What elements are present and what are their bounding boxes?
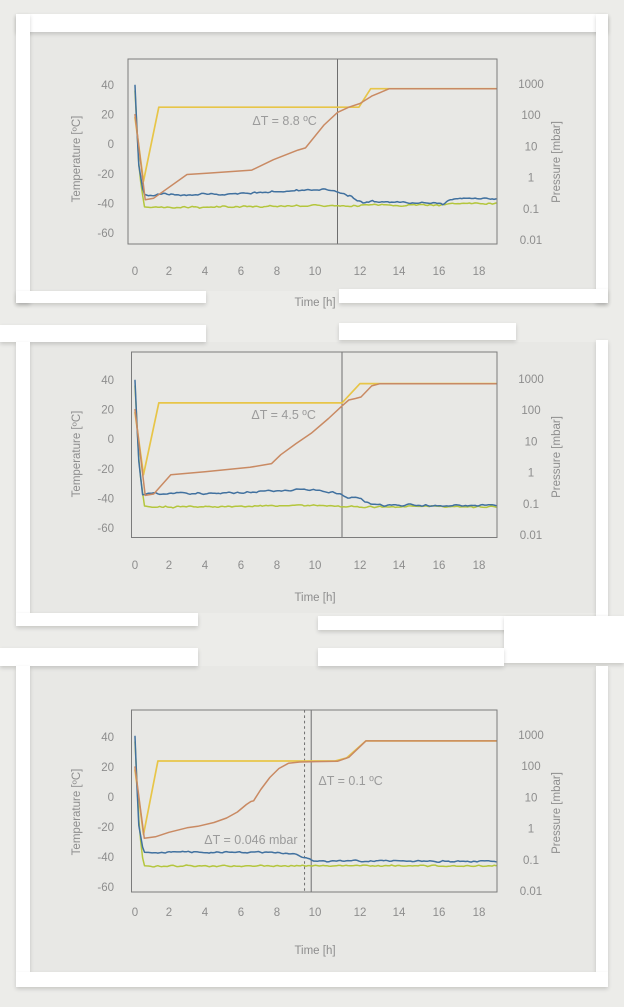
gap2-white-left-lower	[0, 648, 198, 666]
gap2-white-right-lower	[318, 648, 504, 666]
card-border-right-2	[596, 340, 608, 616]
card-border-left-3	[16, 666, 30, 972]
card-border-bottom	[16, 972, 608, 987]
gap2-white-left-upper	[16, 613, 198, 626]
card-border-right-3	[596, 666, 608, 972]
gap1-white-right-upper	[339, 289, 608, 303]
card-border-left-2	[16, 342, 30, 613]
gap1-white-left-upper	[16, 291, 206, 303]
panel-1	[30, 32, 596, 291]
panel-2	[30, 342, 596, 613]
panel-3	[30, 666, 596, 972]
card-border-left-1	[16, 14, 30, 303]
time-axis-title: Time [h]	[294, 297, 335, 309]
gap1-white-right-lower	[339, 323, 516, 340]
card-border-top	[16, 14, 608, 32]
gap1-white-left-lower	[0, 325, 206, 342]
gap2-white-right-block	[504, 616, 624, 663]
card-border-right-1	[596, 14, 608, 303]
